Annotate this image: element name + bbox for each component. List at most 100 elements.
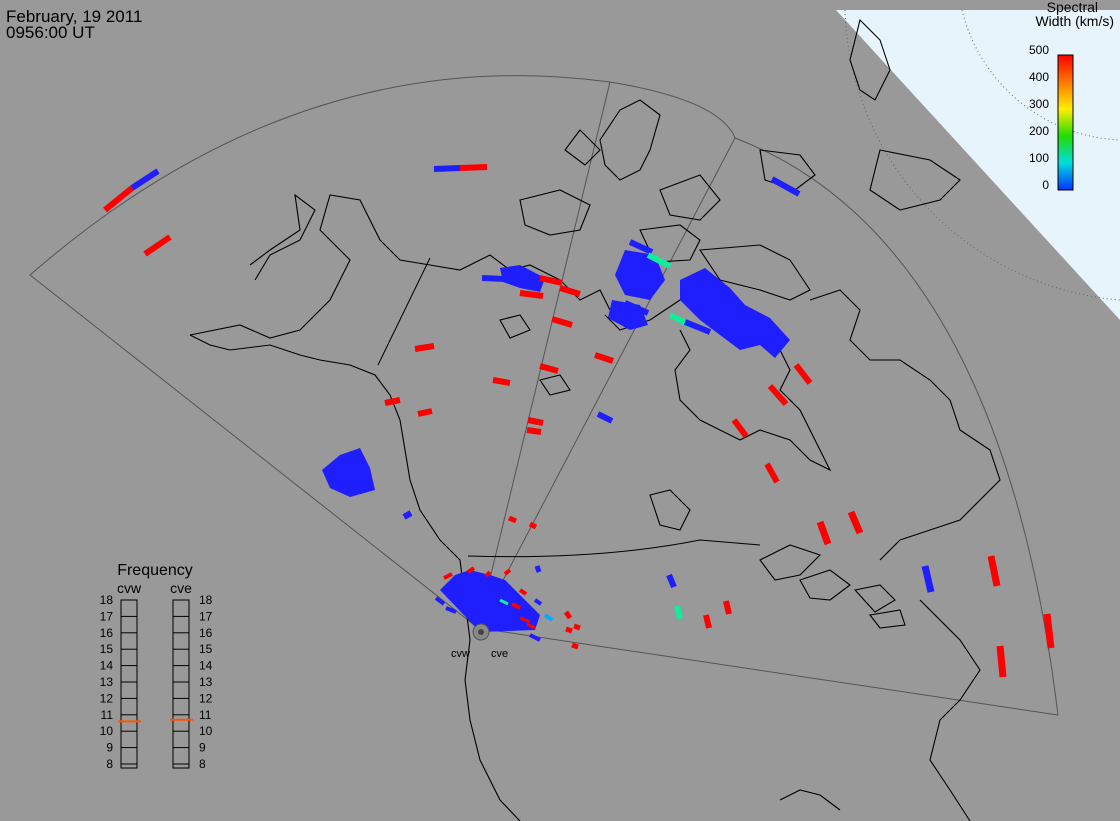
echo-ray xyxy=(594,352,614,364)
frequency-tick-label: 12 xyxy=(199,691,213,705)
frequency-tick-label: 11 xyxy=(101,708,114,722)
frequency-tick-label: 14 xyxy=(199,659,213,673)
site-label-cvw: cvw xyxy=(451,648,470,660)
echo-ray xyxy=(816,520,832,546)
frequency-radar-cve: cve xyxy=(170,580,192,596)
echo-cells xyxy=(103,164,1055,678)
echo-ray xyxy=(481,275,506,282)
echo-ray xyxy=(143,234,172,257)
echo-blob xyxy=(322,448,375,497)
echo-ray xyxy=(519,290,544,299)
echo-ray xyxy=(539,275,563,286)
frequency-tick-label: 9 xyxy=(106,741,113,755)
colorbar: Spectral Width (km/s) 500 400 300 200 10… xyxy=(1029,0,1114,192)
frequency-tick-label: 9 xyxy=(199,741,206,755)
echo-ray xyxy=(683,319,712,335)
echo-ray xyxy=(527,417,544,426)
echo-ray xyxy=(402,510,413,520)
echo-ray xyxy=(847,510,864,535)
echo-ray xyxy=(508,515,517,524)
frequency-panel: Frequency cvw cve 18 18 17 17 16 16 15 15 14 14 13… xyxy=(100,562,213,771)
echo-ray xyxy=(666,573,677,589)
frequency-tick-label: 13 xyxy=(100,675,114,689)
echo-ray xyxy=(414,343,435,352)
echo-ray xyxy=(528,521,538,530)
echo-ray xyxy=(571,642,579,650)
colorbar-tick-500: 500 xyxy=(1029,43,1049,57)
echo-blob xyxy=(500,265,545,292)
near-range-fan xyxy=(434,566,554,642)
frequency-tick-label: 17 xyxy=(199,609,213,623)
coastlines xyxy=(189,18,1001,821)
site-label-cve: cve xyxy=(491,648,508,660)
political-borders xyxy=(377,257,761,558)
echo-ray xyxy=(130,168,160,191)
colorbar-tick-100: 100 xyxy=(1029,151,1049,165)
echo-ray xyxy=(996,645,1007,678)
echo-blob xyxy=(680,268,790,358)
frequency-tick-label: 18 xyxy=(199,593,213,607)
frequency-tick-label: 10 xyxy=(199,724,213,738)
echo-ray xyxy=(565,626,573,634)
echo-ray xyxy=(731,418,749,438)
colorbar-title-line1: Spectral xyxy=(1047,0,1098,15)
echo-ray xyxy=(921,565,935,593)
frequency-tick-label: 11 xyxy=(199,708,212,722)
frequency-tick-label: 18 xyxy=(100,593,114,607)
echo-ray xyxy=(459,164,488,171)
echo-ray xyxy=(770,176,801,197)
time-label: 0956:00 UT xyxy=(6,23,95,42)
echo-ray xyxy=(628,239,654,255)
frequency-tick-label: 13 xyxy=(199,675,213,689)
echo-ray xyxy=(573,623,581,631)
timestamp: February, 19 2011 0956:00 UT xyxy=(6,7,143,42)
echo-ray xyxy=(793,363,813,385)
echo-ray xyxy=(384,397,401,406)
frequency-tick-label: 16 xyxy=(100,626,114,640)
frequency-tick-label: 12 xyxy=(100,691,114,705)
frequency-tick-label: 8 xyxy=(199,757,206,771)
echo-ray xyxy=(559,285,581,297)
colorbar-tick-300: 300 xyxy=(1029,97,1049,111)
echo-blob xyxy=(615,250,665,300)
frequency-tick-label: 14 xyxy=(100,659,114,673)
frequency-tick-label: 16 xyxy=(199,626,213,640)
echo-ray xyxy=(767,384,789,406)
colorbar-tick-400: 400 xyxy=(1029,70,1049,84)
echo-ray xyxy=(646,252,672,269)
echo-ray xyxy=(987,555,1001,587)
echo-ray xyxy=(417,408,433,417)
echo-ray xyxy=(433,165,461,172)
colorbar-tick-200: 200 xyxy=(1029,124,1049,138)
echo-ray xyxy=(563,610,573,620)
echo-ray xyxy=(596,411,614,424)
echo-ray xyxy=(526,427,542,435)
colorbar-tick-0: 0 xyxy=(1042,178,1049,192)
frequency-bar-cve xyxy=(172,599,190,769)
radar-site: cvw cve xyxy=(451,623,508,660)
frequency-bar-cvw xyxy=(120,599,138,769)
echo-ray xyxy=(492,377,511,386)
pole-region xyxy=(836,9,1120,320)
echo-ray xyxy=(1043,613,1055,649)
frequency-tick-label: 8 xyxy=(106,757,113,771)
echo-ray xyxy=(103,185,134,213)
frequency-tick-label: 15 xyxy=(199,642,213,656)
date-label: February, 19 2011 xyxy=(6,7,143,26)
echo-ray xyxy=(703,614,712,629)
echo-ray xyxy=(764,462,780,484)
colorbar-title-line2: Width (km/s) xyxy=(1035,13,1114,29)
echo-ray xyxy=(674,605,683,620)
fov-outline xyxy=(29,75,1059,716)
frequency-ticks: 18 18 17 17 16 16 15 15 14 14 13 13 12 12 11 11 10 10 9 9 8 8 xyxy=(100,593,213,771)
frequency-tick-label: 17 xyxy=(100,609,114,623)
echo-ray xyxy=(723,600,732,615)
frequency-radar-cvw: cvw xyxy=(117,580,142,596)
echo-ray xyxy=(534,565,542,573)
frequency-title: Frequency xyxy=(117,562,193,579)
frequency-tick-label: 10 xyxy=(100,724,114,738)
echo-ray xyxy=(539,363,559,374)
echo-ray xyxy=(551,316,573,328)
echo-ray xyxy=(623,300,650,316)
